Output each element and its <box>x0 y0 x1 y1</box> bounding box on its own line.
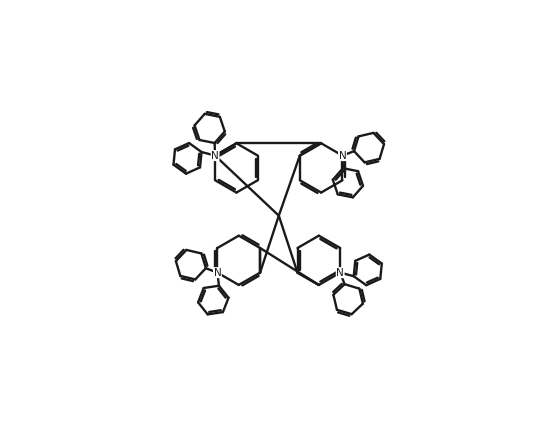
Text: N: N <box>338 151 347 161</box>
Text: N: N <box>211 151 219 161</box>
Text: N: N <box>214 268 221 278</box>
Text: N: N <box>336 268 344 278</box>
